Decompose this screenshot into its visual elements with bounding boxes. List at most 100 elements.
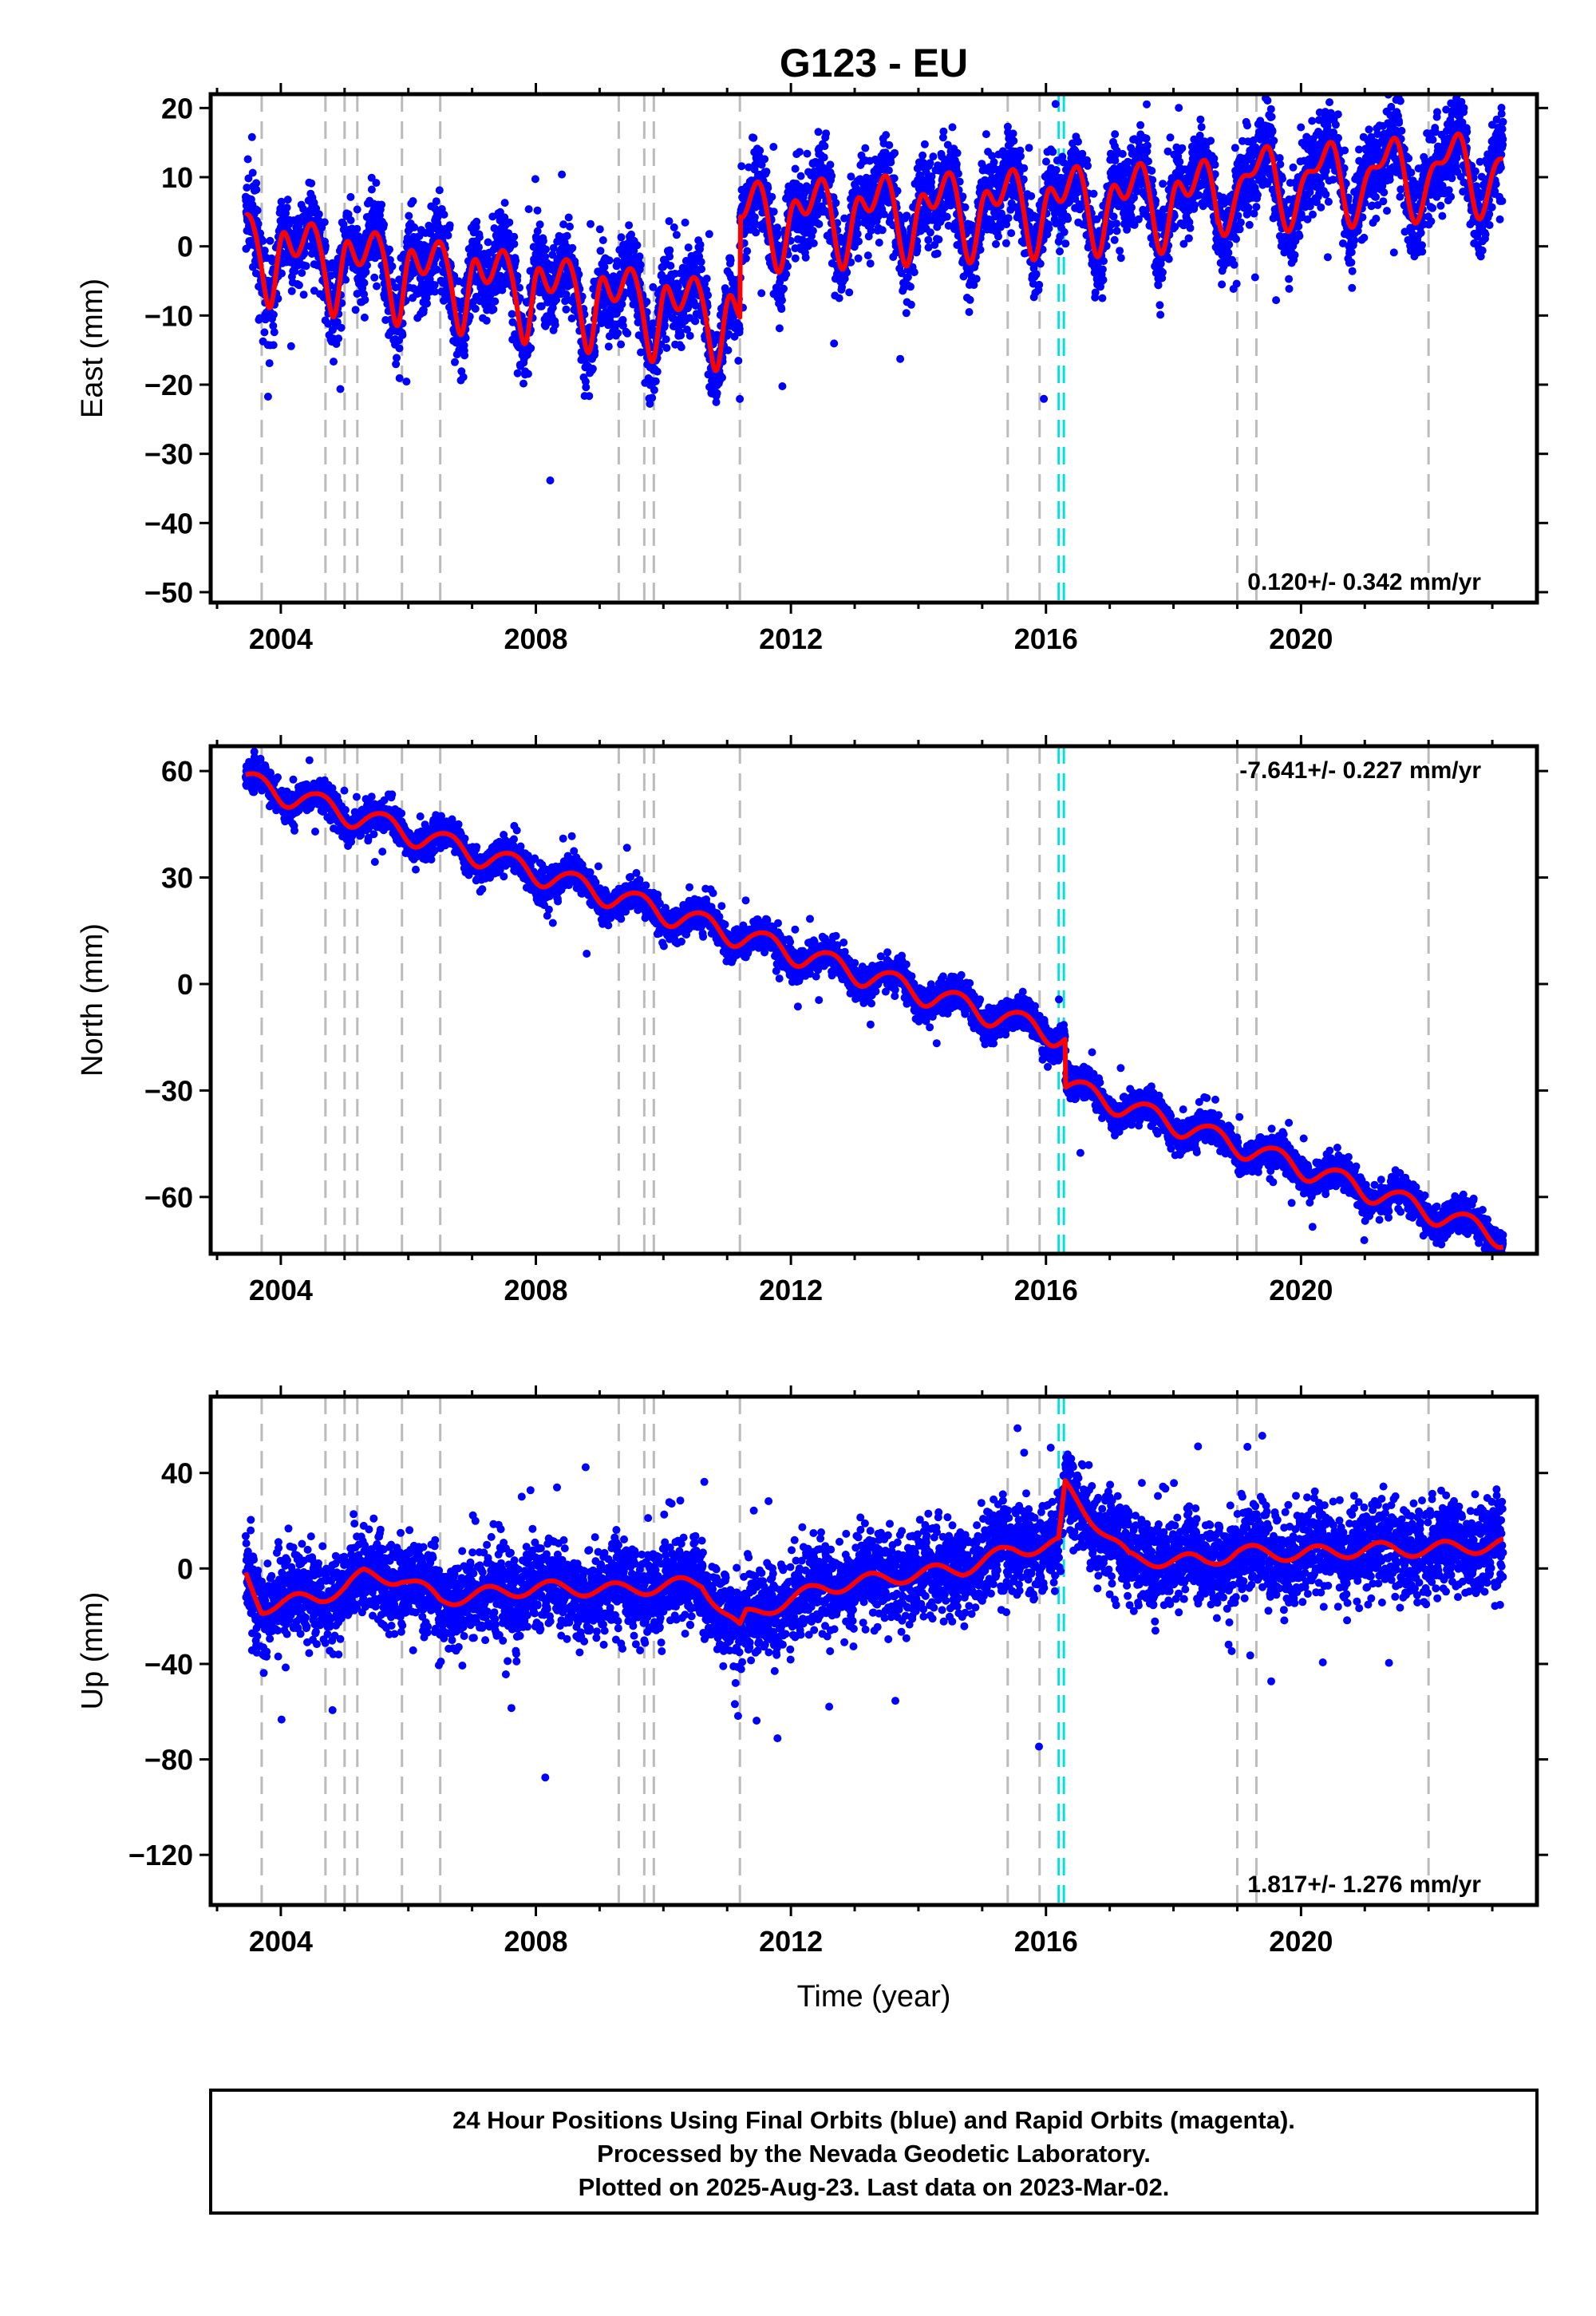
data-point	[777, 305, 786, 314]
data-point	[278, 269, 286, 278]
data-point	[1166, 133, 1175, 142]
data-point	[307, 179, 316, 188]
data-point	[691, 317, 700, 326]
data-point	[430, 287, 439, 296]
data-point	[1109, 212, 1118, 221]
data-point	[769, 143, 778, 151]
data-point	[623, 329, 632, 338]
data-point	[976, 245, 985, 254]
data-point	[459, 373, 468, 381]
data-point	[372, 179, 381, 188]
data-point	[635, 252, 644, 261]
data-point	[1144, 157, 1152, 166]
data-point	[548, 251, 557, 259]
data-point	[475, 233, 484, 242]
data-point	[666, 246, 674, 255]
data-point	[1136, 121, 1145, 129]
data-point	[363, 261, 371, 270]
data-point	[1110, 235, 1119, 244]
data-point	[1098, 265, 1107, 274]
data-point	[254, 219, 263, 228]
data-point	[482, 316, 491, 325]
data-point	[298, 269, 306, 277]
data-point	[265, 359, 274, 368]
data-point	[320, 218, 329, 227]
data-point	[302, 262, 310, 271]
data-point	[516, 283, 523, 292]
data-point	[863, 251, 872, 260]
data-point	[646, 400, 654, 408]
data-point	[775, 324, 784, 333]
data-point	[929, 152, 938, 161]
data-point	[681, 256, 690, 265]
data-point	[642, 298, 651, 306]
data-point	[803, 149, 812, 158]
data-point	[614, 329, 622, 338]
data-point	[432, 197, 440, 206]
data-point	[598, 236, 607, 244]
data-point	[581, 377, 590, 385]
data-point	[1007, 229, 1016, 238]
data-point	[762, 168, 771, 176]
data-point	[549, 243, 558, 252]
data-point	[1111, 130, 1120, 139]
data-point	[1156, 310, 1165, 319]
data-point	[933, 249, 942, 258]
data-point	[596, 247, 605, 255]
data-point	[568, 243, 577, 252]
data-point	[924, 235, 933, 244]
data-point	[830, 339, 839, 348]
data-point	[1060, 227, 1069, 236]
data-point	[966, 295, 974, 304]
data-point	[472, 217, 481, 226]
data-point	[1056, 247, 1064, 255]
data-point	[651, 377, 660, 385]
data-point	[548, 303, 557, 312]
data-point	[248, 168, 257, 177]
data-point	[705, 230, 713, 239]
data-point	[791, 254, 800, 263]
data-point	[410, 223, 419, 231]
data-point	[1017, 152, 1025, 160]
data-point	[1064, 215, 1073, 223]
data-point	[1156, 301, 1164, 310]
data-point	[749, 133, 758, 142]
data-point	[815, 219, 824, 228]
data-point	[259, 236, 267, 245]
data-point	[342, 275, 350, 284]
data-point	[1142, 134, 1151, 143]
data-point	[1042, 157, 1050, 166]
data-point	[769, 207, 778, 216]
data-point	[1009, 136, 1018, 145]
data-point	[677, 343, 685, 352]
data-point	[373, 282, 381, 290]
data-point	[252, 185, 261, 194]
data-point	[563, 231, 571, 240]
data-point	[666, 262, 675, 270]
data-point	[617, 340, 626, 349]
data-point	[1159, 180, 1167, 188]
data-point	[523, 370, 532, 378]
data-point	[718, 373, 726, 382]
data-point	[861, 144, 870, 152]
data-point	[393, 354, 401, 362]
data-point	[1032, 271, 1041, 279]
data-point	[757, 289, 766, 298]
data-point	[791, 164, 800, 173]
data-point	[269, 341, 278, 350]
data-point	[402, 377, 411, 386]
data-point	[562, 305, 571, 314]
data-point	[760, 155, 769, 164]
data-point	[360, 279, 369, 287]
data-point	[697, 258, 705, 267]
data-point	[330, 358, 338, 366]
data-point	[1116, 254, 1125, 263]
data-point	[1045, 224, 1053, 233]
data-point	[260, 247, 269, 255]
data-point	[1051, 100, 1060, 109]
data-point	[910, 268, 918, 277]
data-point	[423, 299, 431, 308]
data-point	[321, 242, 330, 251]
data-point	[1118, 149, 1127, 158]
data-point	[1061, 239, 1070, 248]
